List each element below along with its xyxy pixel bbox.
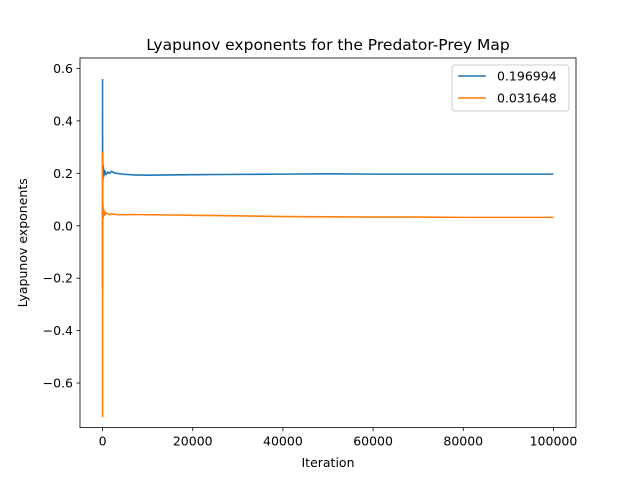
- plot-frame: [79, 57, 577, 429]
- x-axis-label: Iteration: [301, 455, 354, 470]
- y-axis-label: Lyapunov exponents: [15, 178, 30, 307]
- x-tick-label-3: 60000: [353, 434, 393, 449]
- plot-area: [79, 57, 577, 429]
- x-tick-label-1: 20000: [173, 434, 213, 449]
- x-tick-label-2: 40000: [263, 434, 303, 449]
- series-layer: [101, 78, 554, 418]
- x-tick-label-0: 0: [99, 434, 107, 449]
- y-tick-label-2: −0.2: [43, 271, 73, 286]
- y-tick-label-4: 0.2: [53, 166, 73, 181]
- x-tick-label-5: 100000: [530, 434, 578, 449]
- legend-label-0: 0.196994: [497, 69, 557, 84]
- x-tick-label-4: 80000: [443, 434, 483, 449]
- y-tick-label-5: 0.4: [53, 113, 73, 128]
- y-tick-label-3: 0.0: [53, 218, 73, 233]
- y-axis-ticks: −0.6 −0.4 −0.2 0.0 0.2 0.4 0.6: [43, 61, 80, 391]
- y-tick-label-1: −0.4: [43, 323, 73, 338]
- series-line-1: [101, 151, 554, 418]
- y-tick-label-6: 0.6: [53, 61, 73, 76]
- y-tick-label-0: −0.6: [43, 376, 73, 391]
- chart-title: Lyapunov exponents for the Predator-Prey…: [146, 36, 510, 54]
- legend: 0.196994 0.031648: [451, 64, 570, 112]
- x-axis-ticks: 0 20000 40000 60000 80000 100000: [99, 427, 578, 449]
- legend-label-1: 0.031648: [497, 91, 557, 106]
